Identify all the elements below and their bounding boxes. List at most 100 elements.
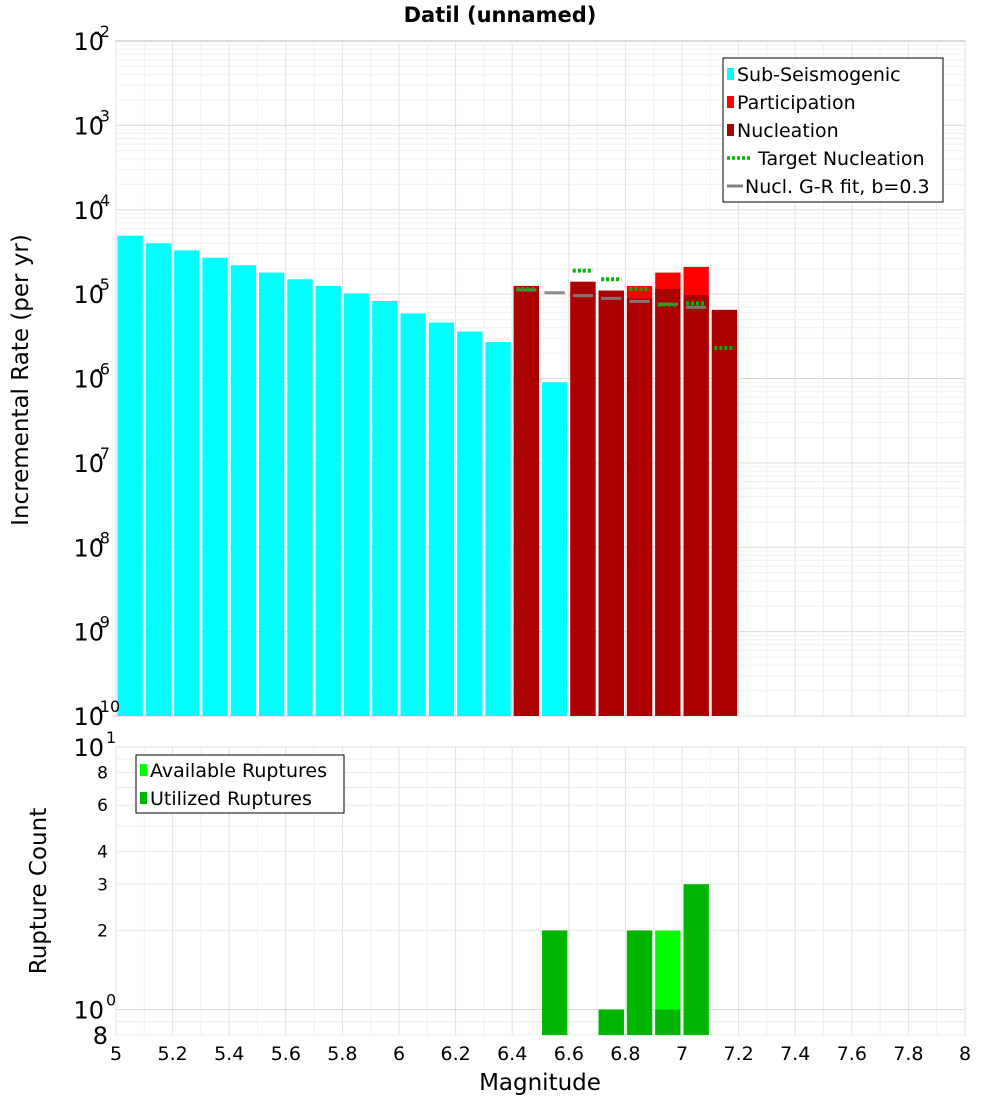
bottom-y-tick-exponent: 0 (106, 991, 116, 1010)
sub-seismogenic-bar (315, 285, 341, 716)
sub-seismogenic-bar (428, 322, 455, 716)
chart-title: Datil (unnamed) (404, 3, 597, 27)
top-legend-box (722, 57, 944, 203)
top-plot-y-ticks: 10-210-310-410-510-610-710-810-910-10 (73, 22, 120, 731)
top-y-tick-base: 10 (73, 197, 104, 225)
top-y-tick-base: 10 (73, 450, 104, 478)
bottom-y-tick: 10 0 (73, 991, 116, 1025)
top-y-tick-base: 10 (73, 619, 104, 647)
top-y-tick-base: 10 (73, 703, 104, 731)
x-tick-label: 5.6 (271, 1043, 301, 1065)
bottom-y-tick-label: 6 (97, 796, 108, 816)
nucleation-bar (683, 294, 709, 716)
top-y-tick-exponent: -10 (94, 697, 120, 716)
utilized-ruptures-label: Utilized Ruptures (150, 788, 312, 810)
x-tick-label: 6 (393, 1043, 405, 1065)
top-y-tick-exponent: -3 (94, 106, 110, 125)
sub-seismogenic-bar (259, 272, 285, 716)
participation-swatch (727, 96, 734, 108)
top-y-tick: 10-4 (73, 191, 110, 225)
target-nucleation-label: Target Nucleation (757, 148, 925, 170)
bottom-y-tick: 8 (93, 1022, 108, 1050)
utilized-ruptures-bar (542, 930, 568, 1035)
top-y-tick-exponent: -4 (94, 191, 110, 210)
sub-seismogenic-bar (287, 279, 313, 716)
bottom-y-tick-label: 8 (97, 763, 108, 783)
sub-seismogenic-swatch (727, 68, 734, 80)
utilized-ruptures-bar (626, 930, 653, 1035)
utilized-ruptures-swatch (140, 792, 147, 804)
x-tick-label: 7.6 (837, 1043, 867, 1065)
sub-seismogenic-bar (343, 293, 370, 716)
participation-label: Participation (737, 92, 856, 114)
sub-seismogenic-bar (117, 235, 143, 716)
top-y-tick-exponent: -6 (94, 360, 110, 379)
sub-seismogenic-bar (400, 313, 426, 716)
legend-entry-nucleation: Nucleation (727, 120, 839, 142)
bottom-y-tick: 10 1 (73, 728, 116, 762)
bottom-plot-bars (542, 884, 709, 1035)
nucleation-bar (598, 290, 624, 716)
bottom-y-tick: 8 (97, 763, 108, 783)
top-y-tick-base: 10 (73, 281, 104, 309)
sub-seismogenic-label: Sub-Seismogenic (737, 64, 901, 86)
sub-seismogenic-bar (230, 265, 256, 716)
bottom-y-tick-exponent: 1 (106, 728, 116, 747)
top-y-tick: 10-6 (73, 360, 110, 394)
x-tick-label: 6.2 (440, 1043, 470, 1065)
legend-entry-available-ruptures: Available Ruptures (140, 760, 327, 782)
legend-entry-nucl-g-r-fit-b-0-3: Nucl. G-R fit, b=0.3 (727, 176, 930, 198)
top-y-tick-exponent: -7 (94, 444, 110, 463)
top-y-tick: 10-2 (73, 22, 110, 56)
top-y-tick-base: 10 (73, 112, 104, 140)
legend-entry-sub-seismogenic: Sub-Seismogenic (727, 64, 901, 86)
nucleation-bar (626, 298, 653, 716)
top-y-tick: 10-10 (73, 697, 120, 731)
top-plot-lines (516, 268, 735, 350)
bottom-y-tick-label: 2 (97, 922, 108, 942)
x-tick-label: 7 (676, 1043, 688, 1065)
top-legend: Sub-Seismogenic Participation Nucleation Ta… (722, 57, 944, 203)
bottom-y-tick: 4 (97, 842, 108, 862)
top-plot-bars (117, 235, 738, 717)
x-tick-label: 5 (110, 1043, 122, 1065)
top-y-tick: 10-7 (73, 444, 110, 478)
bottom-y-tick: 6 (97, 796, 108, 816)
nucleation-bar (570, 281, 596, 716)
nucleation-swatch (727, 124, 734, 136)
x-axis-label: Magnitude (479, 1070, 601, 1096)
bottom-y-tick-label: 8 (93, 1022, 108, 1050)
nucleation-bar (711, 309, 738, 716)
bottom-y-tick-label: 3 (97, 875, 108, 895)
nucl-g-r-fit-b-0-3-label: Nucl. G-R fit, b=0.3 (745, 176, 930, 198)
utilized-ruptures-bar (683, 884, 709, 1035)
x-tick-label: 6.8 (610, 1043, 640, 1065)
sub-seismogenic-bar (174, 250, 200, 717)
top-y-tick: 10-5 (73, 275, 110, 309)
bottom-legend-box (135, 754, 345, 814)
x-tick-label: 6.4 (497, 1043, 527, 1065)
top-y-tick-exponent: -9 (94, 613, 110, 632)
nucleation-bar (513, 285, 539, 716)
available-ruptures-label: Available Ruptures (150, 760, 327, 782)
bottom-y-tick-label: 4 (97, 842, 108, 862)
legend-entry-utilized-ruptures: Utilized Ruptures (140, 788, 312, 810)
sub-seismogenic-bar (202, 257, 228, 716)
sub-seismogenic-bar (485, 342, 511, 716)
bottom-y-tick: 3 (97, 875, 108, 895)
utilized-ruptures-bar (655, 1009, 681, 1035)
x-tick-label: 6.6 (554, 1043, 584, 1065)
top-plot: 10-210-310-410-510-610-710-810-910-10 Da… (8, 3, 966, 731)
nucleation-label: Nucleation (737, 120, 839, 142)
bottom-y-axis-label: Rupture Count (26, 808, 52, 974)
x-axis-ticks: 5 5.2 5.4 5.6 5.8 6 6.2 6.4 6.6 6.8 7 7.2 7.4 7.6 7.8 8 (110, 1043, 971, 1065)
bottom-y-tick-base: 10 (73, 734, 104, 762)
available-ruptures-swatch (140, 764, 147, 776)
utilized-ruptures-bar (598, 1009, 624, 1035)
top-y-tick: 10-3 (73, 106, 110, 140)
x-tick-label: 5.4 (214, 1043, 244, 1065)
bottom-y-tick: 2 (97, 922, 108, 942)
sub-seismogenic-bar (372, 300, 398, 716)
